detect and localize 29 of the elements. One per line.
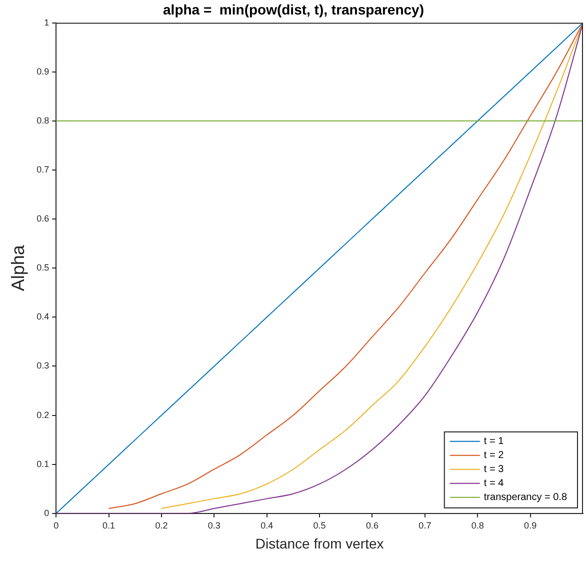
x-tick-label: 0.7	[418, 520, 432, 530]
legend-label: t = 1	[484, 436, 504, 448]
x-tick-label: 0.9	[524, 520, 537, 530]
x-tick-label: 0.1	[102, 520, 116, 530]
x-axis-title: Distance from vertex	[255, 535, 384, 552]
y-axis-title: Alpha	[8, 244, 28, 292]
x-tick-label: 0.5	[313, 520, 326, 530]
legend-label: t = 2	[484, 450, 504, 462]
y-tick-label: 0.6	[36, 214, 50, 224]
y-tick-label: 0.8	[36, 115, 50, 126]
x-tick-label: 0.4	[260, 520, 274, 530]
y-tick-label: 0.4	[36, 312, 50, 322]
x-tick-label: 0.3	[208, 520, 220, 530]
y-tick-label: 1	[44, 17, 50, 28]
y-tick-label: 0.3	[36, 360, 50, 371]
y-tick-label: 0.5	[36, 262, 50, 273]
y-tick-label: 0.7	[36, 164, 50, 174]
x-tick-label: 0.2	[155, 520, 168, 530]
y-tick-label: 0.1	[36, 458, 50, 469]
y-tick-label: 0.9	[36, 66, 50, 76]
chart-title: alpha = min(pow(dist, t), transparency)	[163, 1, 424, 18]
x-tick-label: 0.6	[366, 520, 378, 530]
legend-label: t = 3	[484, 464, 504, 476]
x-tick-label: 0	[54, 520, 59, 530]
legend-label: t = 4	[484, 478, 504, 490]
y-tick-label: 0	[44, 508, 50, 518]
legend-label: transperancy = 0.8	[484, 492, 568, 504]
y-tick-label: 0.2	[36, 410, 50, 420]
x-tick-label: 0.8	[471, 520, 484, 530]
